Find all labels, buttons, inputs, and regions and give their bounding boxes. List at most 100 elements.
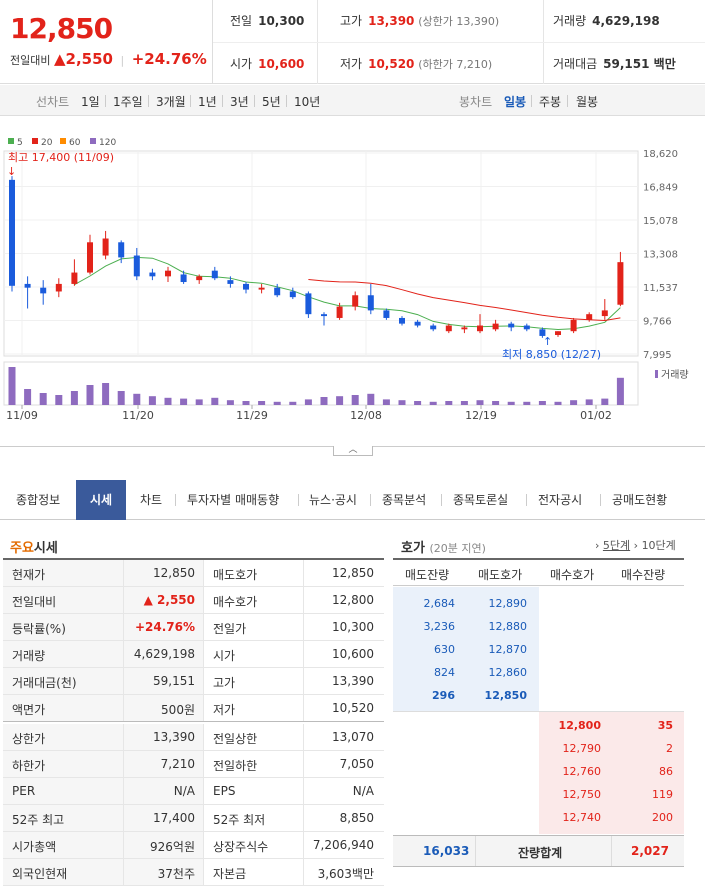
low-price: 저가 10,520 (하한가 7,210): [340, 57, 493, 71]
candle-body: [24, 283, 31, 288]
depth-5-option[interactable]: › 5단계: [595, 539, 631, 552]
low-arrow-icon: ↑: [543, 335, 552, 348]
candle-body: [87, 242, 93, 273]
candle-body: [133, 255, 140, 277]
quote-value: 13,390: [153, 730, 195, 744]
candle-body: [414, 321, 421, 326]
volume-bar: [55, 395, 63, 405]
header-ask-qty: 매도잔량: [405, 568, 450, 582]
quote-label: 저가: [213, 703, 236, 717]
prev-close: 전일 10,300: [230, 14, 305, 28]
period-3m[interactable]: 3개월: [156, 95, 186, 109]
ask-price[interactable]: 12,860: [488, 666, 528, 679]
bid-price[interactable]: 12,790: [562, 742, 602, 755]
quote-value: 8,850: [339, 811, 374, 825]
volume-bar: [226, 400, 234, 405]
quote-row: 전일대비 ▲ 2,550 매수호가 12,800: [3, 587, 384, 614]
quote-label: 전일가: [213, 622, 247, 636]
y-tick-label: 9,766: [643, 317, 672, 328]
quote-row: 액면가 500원 저가 10,520: [3, 695, 384, 722]
quote-label: 전일하한: [213, 759, 258, 773]
line-chart-label[interactable]: 선차트: [36, 95, 70, 109]
tab-forum[interactable]: 종목토론실: [453, 493, 509, 507]
volume-bar: [8, 367, 16, 405]
quote-value: 926억원: [150, 840, 195, 854]
current-price: 12,850: [10, 12, 113, 45]
tab-short-selling[interactable]: 공매도현황: [612, 493, 668, 507]
ask-price[interactable]: 12,880: [488, 620, 528, 633]
period-10y[interactable]: 10년: [294, 95, 321, 109]
candlestick-chart-svg: 18,620 16,849 15,078 13,308 11,537 9,766 7,995…: [3, 138, 689, 422]
bid-price[interactable]: 12,750: [562, 788, 602, 801]
chart-collapse-button[interactable]: ︿: [333, 446, 373, 456]
quote-value: 3,603백만: [317, 867, 374, 881]
candle-chart-label[interactable]: 봉차트: [459, 95, 493, 109]
volume-bar: [398, 400, 406, 405]
volume-bar: [148, 396, 156, 405]
candle-body: [180, 274, 187, 283]
quote-row: 외국인현재 37천주 자본금 3,603백만: [3, 859, 384, 886]
volume-bar: [289, 401, 297, 405]
quote-value: +24.76%: [134, 620, 195, 634]
quote-label: 거래대금(천): [12, 676, 77, 690]
tab-chart[interactable]: 차트: [140, 493, 163, 507]
candle-weekly[interactable]: 주봉: [539, 95, 562, 109]
period-3y[interactable]: 3년: [230, 95, 249, 109]
candle-body: [289, 291, 296, 298]
header-bid-price: 매수호가: [550, 568, 595, 582]
bid-price[interactable]: 12,760: [562, 765, 602, 778]
tab-investor-trades[interactable]: 투자자별 매매동향: [187, 493, 280, 507]
tab-disclosure[interactable]: 전자공시: [538, 493, 583, 507]
legend-label: 20: [41, 138, 53, 148]
quote-value: 10,300: [332, 620, 374, 634]
quote-label: 52주 최고: [12, 813, 65, 827]
candle-body: [40, 287, 47, 294]
period-5y[interactable]: 5년: [262, 95, 281, 109]
tab-news[interactable]: 뉴스·공시: [309, 493, 357, 507]
period-1y[interactable]: 1년: [198, 95, 217, 109]
ask-price[interactable]: 12,850: [484, 689, 527, 702]
tab-overview[interactable]: 종합정보: [16, 493, 61, 507]
volume: 거래량 4,629,198: [553, 14, 660, 28]
quote-label: 매수호가: [213, 595, 258, 609]
volume-bar: [523, 401, 531, 405]
quote-label: 자본금: [213, 867, 247, 881]
volume-bar: [460, 401, 468, 405]
candle-body: [383, 310, 390, 318]
tab-quotes[interactable]: 시세: [76, 480, 126, 520]
quote-value: 59,151: [153, 674, 195, 688]
candle-body: [55, 283, 62, 292]
quote-label: 등락률(%): [12, 622, 66, 636]
volume-bar: [273, 401, 281, 405]
depth-10-option[interactable]: › 10단계: [633, 539, 676, 552]
quote-label: 거래량: [12, 649, 46, 663]
quote-row: 현재가 12,850 매도호가 12,850: [3, 560, 384, 587]
quote-label: 고가: [213, 676, 236, 690]
quote-value: 500원: [161, 703, 195, 717]
ask-qty: 3,236: [423, 620, 456, 633]
quote-row: PER N/A EPS N/A: [3, 778, 384, 805]
candle-body: [601, 310, 608, 317]
x-tick-label: 11/29: [236, 409, 268, 422]
legend-swatch: [90, 138, 96, 144]
quote-row: 하한가 7,210 전일하한 7,050: [3, 751, 384, 778]
period-1d[interactable]: 1일: [81, 95, 100, 109]
candle-body: [243, 283, 249, 290]
ask-price[interactable]: 12,890: [488, 597, 528, 610]
candle-monthly[interactable]: 월봉: [576, 95, 599, 109]
y-tick-label: 16,849: [643, 183, 678, 194]
quote-value: 17,400: [153, 811, 195, 825]
bid-price[interactable]: 12,800: [558, 719, 601, 732]
bid-total: 2,027: [631, 844, 669, 858]
bid-price[interactable]: 12,740: [562, 811, 602, 824]
candle-daily[interactable]: 일봉: [504, 95, 527, 109]
quote-value: 7,050: [339, 757, 374, 771]
quote-value: 7,206,940: [312, 838, 374, 852]
ask-price[interactable]: 12,870: [488, 643, 528, 656]
candle-body: [523, 325, 530, 330]
volume-bar: [24, 389, 32, 405]
price-chart[interactable]: 18,620 16,849 15,078 13,308 11,537 9,766 7,995…: [0, 117, 705, 447]
volume-label: 거래량: [661, 369, 689, 381]
period-1w[interactable]: 1주일: [113, 95, 143, 109]
tab-analysis[interactable]: 종목분석: [382, 493, 427, 507]
